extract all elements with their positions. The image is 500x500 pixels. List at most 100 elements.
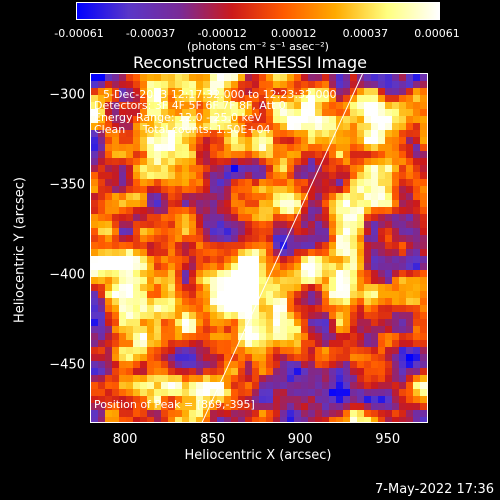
heatmap-cell (273, 228, 281, 236)
heatmap-cell (364, 158, 372, 166)
annotation-energy: Energy Range: 12.0 - 25.0 keV (94, 111, 262, 124)
heatmap-cell (378, 368, 386, 376)
heatmap-cell (266, 137, 274, 145)
heatmap-cell (147, 88, 155, 96)
heatmap-cell (280, 368, 288, 376)
heatmap-cell (259, 249, 267, 257)
heatmap-cell (371, 382, 379, 390)
heatmap-cell (203, 256, 211, 264)
heatmap-cell (357, 242, 365, 250)
heatmap-cell (252, 95, 260, 103)
heatmap-cell (161, 207, 169, 215)
heatmap-cell (252, 123, 260, 131)
heatmap-cell (273, 172, 281, 180)
heatmap-cell (329, 284, 337, 292)
heatmap-cell (406, 326, 414, 334)
heatmap-cell (322, 109, 330, 117)
heatmap-cell (266, 263, 274, 271)
heatmap-cell (119, 200, 127, 208)
heatmap-cell (203, 298, 211, 306)
heatmap-cell (161, 340, 169, 348)
heatmap-cell (168, 235, 176, 243)
heatmap-cell (168, 340, 176, 348)
heatmap-cell (399, 277, 407, 285)
heatmap-cell (133, 158, 141, 166)
heatmap-cell (161, 221, 169, 229)
heatmap-cell (427, 340, 428, 348)
heatmap-cell (259, 396, 267, 404)
heatmap-cell (196, 88, 204, 96)
heatmap-cell (315, 144, 323, 152)
heatmap-cell (266, 235, 274, 243)
heatmap-cell (406, 130, 414, 138)
heatmap-cell (308, 235, 316, 243)
heatmap-cell (266, 158, 274, 166)
heatmap-cell (364, 123, 372, 131)
heatmap-cell (329, 256, 337, 264)
heatmap-cell (371, 102, 379, 110)
heatmap-cell (182, 284, 190, 292)
heatmap-cell (294, 165, 302, 173)
heatmap-cell (175, 368, 183, 376)
heatmap-cell (210, 319, 218, 327)
heatmap-cell (91, 312, 99, 320)
heatmap-cell (245, 333, 253, 341)
heatmap-cell (343, 333, 351, 341)
heatmap-cell (294, 88, 302, 96)
heatmap-cell (392, 361, 400, 369)
heatmap-cell (308, 340, 316, 348)
heatmap-cell (91, 235, 99, 243)
heatmap-cell (126, 249, 134, 257)
heatmap-cell (294, 375, 302, 383)
heatmap-cell (294, 193, 302, 201)
heatmap-cell (301, 102, 309, 110)
heatmap-cell (224, 235, 232, 243)
heatmap-cell (294, 221, 302, 229)
heatmap-cell (238, 354, 246, 362)
heatmap-cell (133, 305, 141, 313)
heatmap-cell (224, 165, 232, 173)
heatmap-cell (280, 249, 288, 257)
heatmap-cell (371, 172, 379, 180)
heatmap-cell (357, 228, 365, 236)
heatmap-cell (343, 389, 351, 397)
heatmap-cell (406, 396, 414, 404)
heatmap-cell (420, 158, 427, 166)
heatmap-cell (252, 319, 260, 327)
heatmap-cell (322, 235, 330, 243)
heatmap-cell (175, 319, 183, 327)
heatmap-cell (406, 88, 414, 96)
heatmap-cell (154, 403, 162, 411)
heatmap-cell (112, 221, 120, 229)
heatmap-cell (133, 291, 141, 299)
heatmap-cell (364, 172, 372, 180)
heatmap-cell (231, 375, 239, 383)
heatmap-cell (196, 235, 204, 243)
heatmap-cell (112, 319, 120, 327)
heatmap-cell (427, 319, 428, 327)
heatmap-cell (259, 270, 267, 278)
heatmap-cell (119, 172, 127, 180)
heatmap-cell (210, 200, 218, 208)
heatmap-cell (245, 207, 253, 215)
heatmap-cell (406, 270, 414, 278)
heatmap-cell (322, 326, 330, 334)
heatmap-cell (231, 172, 239, 180)
heatmap-cell (385, 277, 393, 285)
heatmap-cell (259, 165, 267, 173)
heatmap-cell (154, 158, 162, 166)
heatmap-cell (308, 137, 316, 145)
heatmap-cell (273, 207, 281, 215)
heatmap-cell (91, 298, 99, 306)
heatmap-cell (385, 284, 393, 292)
heatmap-cell (140, 102, 148, 110)
heatmap-cell (210, 235, 218, 243)
heatmap-cell (252, 102, 260, 110)
heatmap-cell (189, 361, 197, 369)
heatmap-cell (259, 333, 267, 341)
heatmap-cell (182, 291, 190, 299)
heatmap-cell (105, 137, 113, 145)
heatmap-cell (294, 319, 302, 327)
heatmap-cell (350, 263, 358, 271)
heatmap-cell (385, 417, 393, 422)
